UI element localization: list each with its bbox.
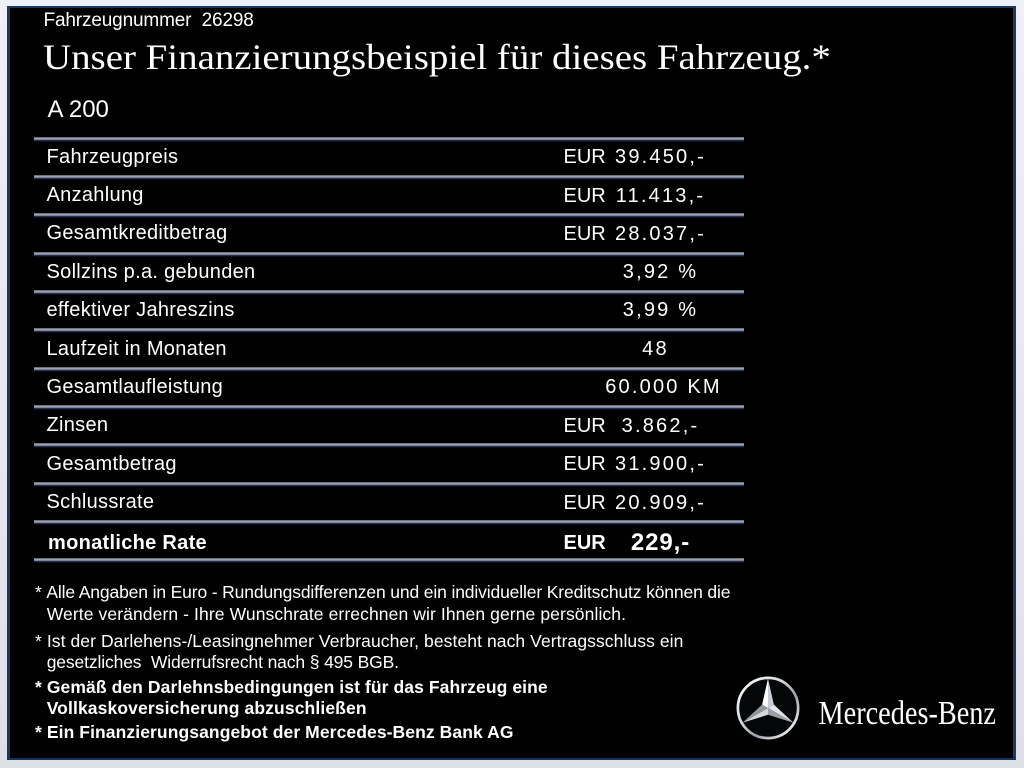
- svg-text:Mercedes-Benz: Mercedes-Benz: [819, 695, 997, 732]
